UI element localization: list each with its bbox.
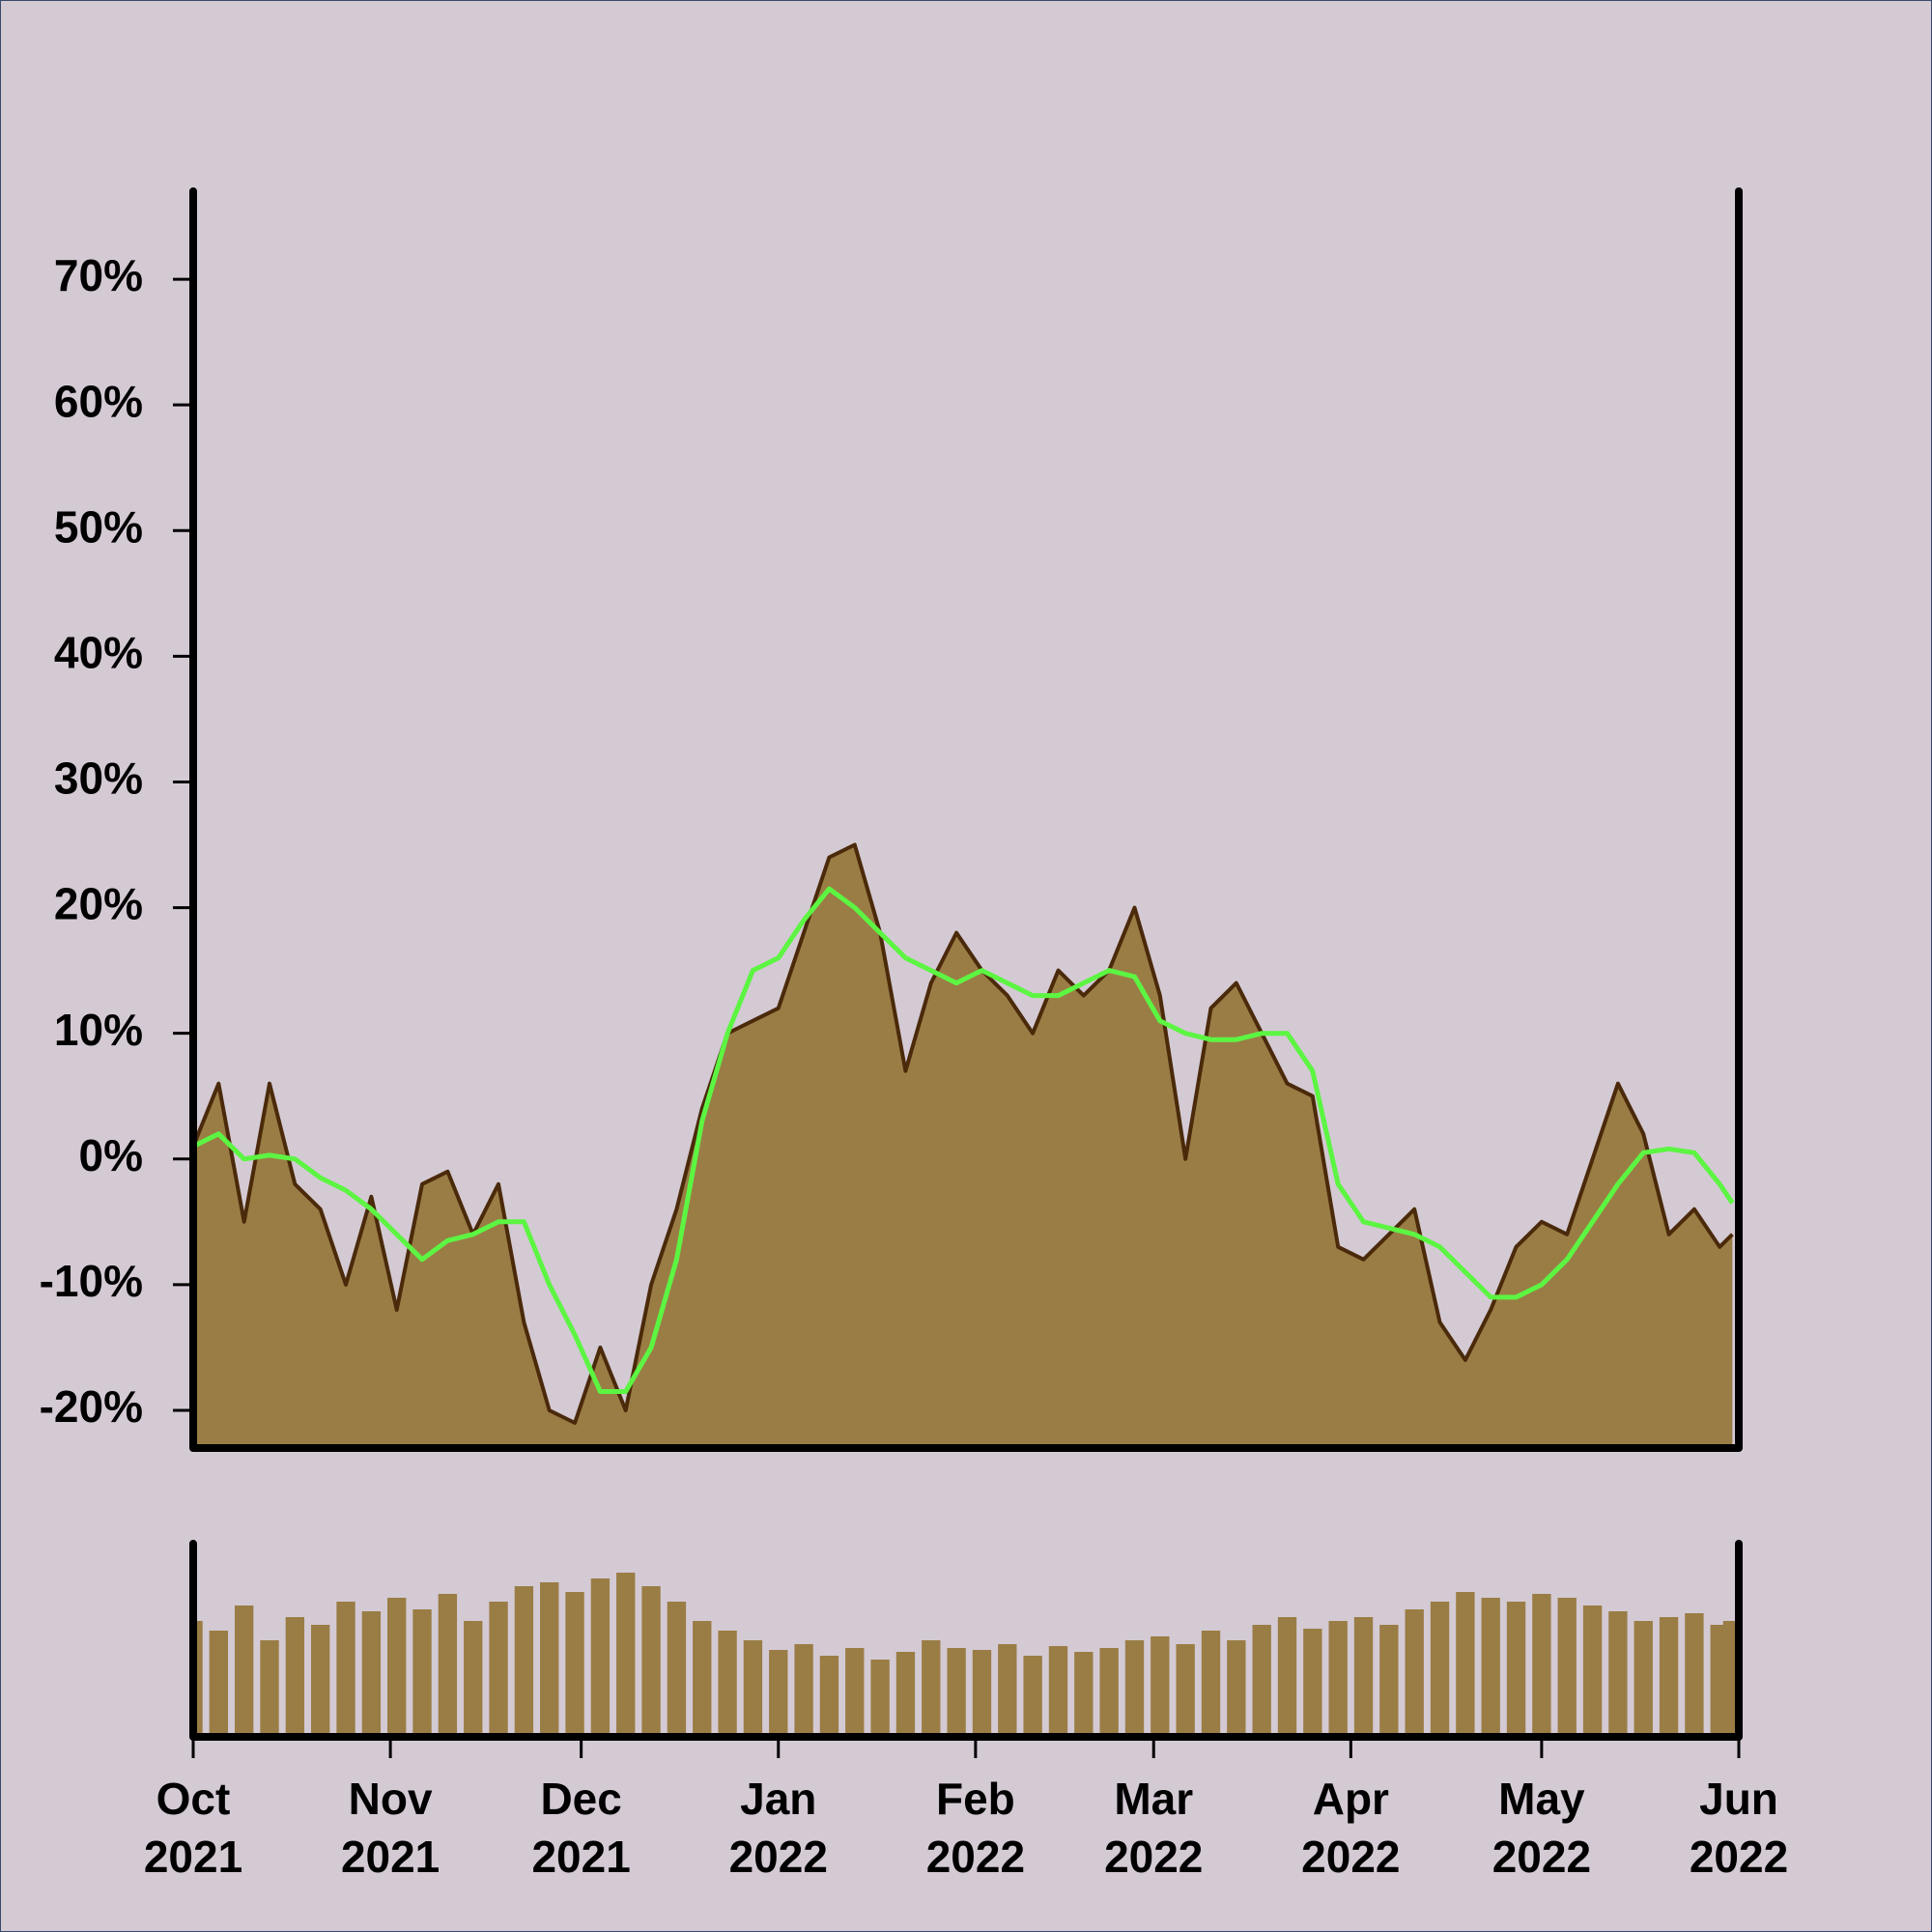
volume-bar — [311, 1625, 330, 1737]
price-line — [193, 842, 1734, 1425]
volume-bar — [1176, 1644, 1195, 1737]
price-area — [193, 844, 1733, 1448]
volume-bar — [972, 1650, 992, 1737]
x-tick-label: Dec 2021 — [531, 1774, 630, 1882]
volume-bar — [209, 1631, 229, 1737]
y-tick-label: 70% — [54, 250, 143, 300]
y-tick-label: 50% — [54, 501, 143, 552]
volume-bar — [743, 1640, 763, 1737]
volume-bar — [1277, 1617, 1297, 1737]
y-tick-label: 10% — [54, 1005, 143, 1055]
volume-bar — [361, 1611, 382, 1737]
volume-bar — [1023, 1656, 1042, 1737]
volume-bar — [1379, 1625, 1399, 1737]
y-tick-label: -10% — [40, 1256, 143, 1306]
volume-bar — [870, 1660, 890, 1737]
volume-bar — [590, 1578, 611, 1737]
volume-bar — [998, 1644, 1017, 1737]
volume-bar — [565, 1592, 584, 1737]
volume-bar — [489, 1602, 508, 1737]
y-tick-label: 60% — [54, 376, 143, 426]
volume-bar — [234, 1605, 254, 1737]
volume-bar — [819, 1656, 839, 1737]
volume-bar — [1303, 1629, 1322, 1737]
volume-bar — [1227, 1640, 1246, 1737]
y-tick-label: 40% — [54, 628, 143, 678]
volume-bar — [1634, 1621, 1653, 1737]
x-tick-label: May 2022 — [1492, 1774, 1591, 1882]
volume-bar — [641, 1586, 661, 1737]
volume-bar — [336, 1602, 355, 1737]
volume-bar — [1506, 1602, 1526, 1737]
volume-bar — [769, 1650, 788, 1737]
volume-bar — [1328, 1621, 1348, 1737]
volume-bar — [285, 1617, 305, 1737]
volume-bar — [794, 1644, 813, 1737]
volume-bar — [1151, 1636, 1170, 1737]
volume-bar — [540, 1582, 559, 1737]
volume-bar — [616, 1573, 636, 1737]
x-tick-label: Oct 2021 — [144, 1774, 242, 1882]
volume-bar — [1048, 1646, 1068, 1737]
volume-bar — [197, 1621, 203, 1737]
volume-bar — [412, 1609, 432, 1737]
volume-bar — [1532, 1594, 1551, 1737]
volume-bar — [1405, 1609, 1424, 1737]
volume-bar — [1481, 1598, 1500, 1737]
x-tick-label: Nov 2021 — [341, 1774, 440, 1882]
volume-bar — [667, 1602, 687, 1737]
volume-bar — [693, 1621, 712, 1737]
x-tick-label: Jan 2022 — [729, 1774, 828, 1882]
volume-bar — [1456, 1592, 1475, 1737]
volume-bar — [947, 1648, 966, 1737]
y-tick-label: 20% — [54, 879, 143, 929]
volume-bar — [1353, 1617, 1374, 1737]
x-tick-label: Mar 2022 — [1104, 1774, 1203, 1882]
moving-average-line — [193, 886, 1735, 1394]
volume-bar — [464, 1621, 483, 1737]
volume-bar — [1722, 1621, 1735, 1737]
volume-bar — [1430, 1602, 1450, 1737]
volume-bar — [1685, 1613, 1704, 1737]
x-tick-label: Apr 2022 — [1301, 1774, 1400, 1882]
axes: -20% -10% 0% 10% 20% 30% 40% 50% 60% 70% Oct 2021 No… — [40, 187, 1788, 1882]
volume-bar — [1201, 1631, 1221, 1737]
price-panel — [193, 842, 1735, 1448]
y-tick-label: -20% — [40, 1381, 143, 1432]
price-frame — [189, 187, 1743, 1452]
volume-bar — [387, 1598, 407, 1737]
volume-panel — [197, 1573, 1735, 1737]
volume-bar — [1124, 1640, 1145, 1737]
volume-bar — [1582, 1605, 1603, 1737]
volume-bar — [895, 1652, 916, 1737]
y-tick-label: 30% — [54, 753, 143, 804]
volume-bar — [1252, 1625, 1271, 1737]
volume-bar — [922, 1640, 941, 1737]
volume-bar — [438, 1594, 458, 1737]
y-tick-label: 0% — [79, 1130, 143, 1180]
volume-bar — [845, 1648, 865, 1737]
volume-frame — [189, 1540, 1743, 1741]
volume-bar — [1074, 1652, 1094, 1737]
volume-bar — [1659, 1617, 1679, 1737]
volume-bar — [1099, 1648, 1119, 1737]
volume-bar — [260, 1640, 279, 1737]
x-tick-label: Jun 2022 — [1690, 1774, 1788, 1882]
volume-bar — [718, 1631, 737, 1737]
x-tick-label: Feb 2022 — [926, 1774, 1025, 1882]
volume-bar — [1608, 1611, 1628, 1737]
volume-bar — [1557, 1598, 1577, 1737]
volume-bar — [514, 1586, 534, 1737]
